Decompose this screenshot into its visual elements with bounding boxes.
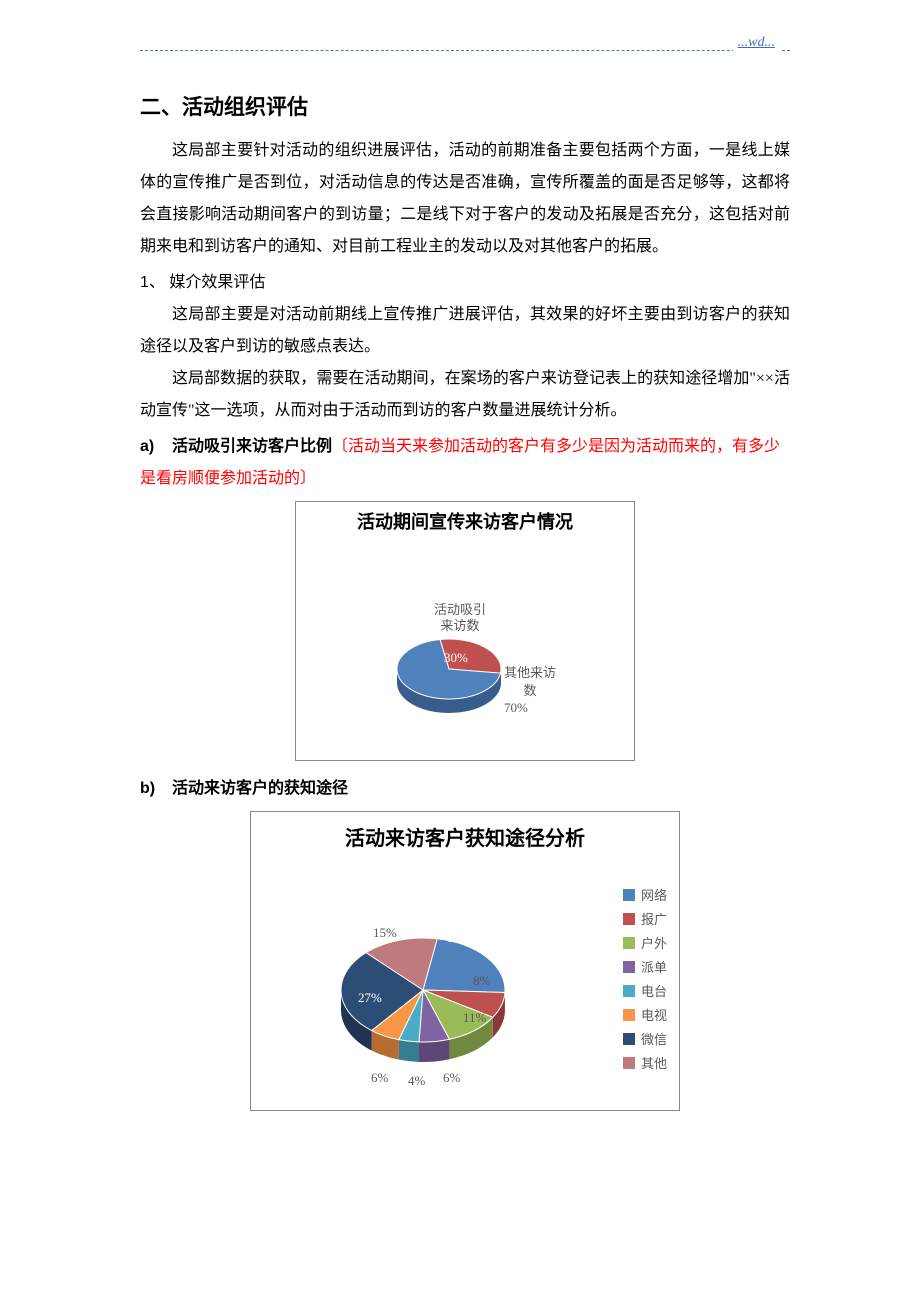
chart1-box: 活动期间宣传来访客户情况 活动吸引来访数 30% 其他来访数70% — [295, 501, 635, 761]
chart2-legend-item: 报广 — [623, 909, 667, 928]
legend-swatch — [623, 1009, 635, 1021]
item-a-prefix: a) — [140, 431, 172, 463]
chart2-legend-item: 网络 — [623, 885, 667, 904]
chart1-title: 活动期间宣传来访客户情况 — [304, 508, 626, 534]
chart2-pct-label: 4% — [408, 1073, 425, 1089]
legend-label: 派单 — [641, 957, 667, 976]
item-a: a)活动吸引来访客户比例〔活动当天来参加活动的客户有多少是因为活动而来的，有多少… — [140, 431, 790, 495]
chart1-wrap: 活动期间宣传来访客户情况 活动吸引来访数 30% 其他来访数70% — [140, 501, 790, 761]
item-a-head-black: 活动吸引来访客户比例 — [172, 438, 332, 455]
chart1-label-0: 活动吸引来访数 — [434, 602, 486, 633]
legend-label: 网络 — [641, 885, 667, 904]
chart2-legend-item: 其他 — [623, 1053, 667, 1072]
sub1-heading: 1、 媒介效果评估 — [140, 267, 790, 299]
item-b-prefix: b) — [140, 773, 172, 805]
chart2-pct-label: 27% — [358, 990, 382, 1006]
chart2-box: 活动来访客户获知途径分析 网络报广户外派单电台电视微信其他 23% 8% 11% 6%… — [250, 811, 680, 1111]
chart2-pct-label: 15% — [373, 925, 397, 941]
chart2-pct-label: 11% — [463, 1010, 486, 1026]
legend-swatch — [623, 961, 635, 973]
chart2-pct-label: 6% — [443, 1070, 460, 1086]
legend-swatch — [623, 985, 635, 997]
chart1-area: 活动吸引来访数 30% 其他来访数70% — [304, 534, 626, 744]
legend-label: 报广 — [641, 909, 667, 928]
legend-swatch — [623, 913, 635, 925]
chart2-legend-item: 电视 — [623, 1005, 667, 1024]
chart2-legend-item: 派单 — [623, 957, 667, 976]
sub1-p1: 这局部主要是对活动前期线上宣传推广进展评估，其效果的好坏主要由到访客户的获知途径… — [140, 299, 790, 363]
legend-swatch — [623, 1057, 635, 1069]
legend-swatch — [623, 1033, 635, 1045]
item-b-head: 活动来访客户的获知途径 — [172, 780, 348, 797]
legend-label: 其他 — [641, 1053, 667, 1072]
chart2-legend-item: 电台 — [623, 981, 667, 1000]
chart2-legend: 网络报广户外派单电台电视微信其他 — [623, 885, 667, 1077]
sub1-p2: 这局部数据的获取，需要在活动期间，在案场的客户来访登记表上的获知途径增加"××活… — [140, 363, 790, 427]
chart2-legend-item: 户外 — [623, 933, 667, 952]
chart2-title: 活动来访客户获知途径分析 — [263, 822, 667, 851]
section-intro: 这局部主要针对活动的组织进展评估，活动的前期准备主要包括两个方面，一是线上媒体的… — [140, 135, 790, 263]
legend-label: 电台 — [641, 981, 667, 1000]
item-b: b)活动来访客户的获知途径 — [140, 773, 790, 805]
chart1-pct-0: 30% — [444, 650, 468, 666]
chart2-pie — [263, 855, 603, 1105]
legend-label: 电视 — [641, 1005, 667, 1024]
legend-label: 微信 — [641, 1029, 667, 1048]
chart2-pct-label: 23% — [448, 930, 472, 946]
chart2-legend-item: 微信 — [623, 1029, 667, 1048]
header-watermark: ...wd... — [733, 35, 780, 51]
chart2-wrap: 活动来访客户获知途径分析 网络报广户外派单电台电视微信其他 23% 8% 11% 6%… — [140, 811, 790, 1111]
chart2-area: 网络报广户外派单电台电视微信其他 23% 8% 11% 6% 4% 6% 27% 15% — [263, 855, 667, 1105]
legend-swatch — [623, 937, 635, 949]
chart1-label-1: 其他来访数70% — [504, 664, 556, 717]
chart2-pct-label: 6% — [371, 1070, 388, 1086]
chart2-pct-label: 8% — [473, 973, 490, 989]
chart1-pie — [304, 534, 624, 744]
legend-label: 户外 — [641, 933, 667, 952]
legend-swatch — [623, 889, 635, 901]
header-divider: ...wd... — [140, 50, 790, 51]
section-title: 二、活动组织评估 — [140, 91, 790, 121]
